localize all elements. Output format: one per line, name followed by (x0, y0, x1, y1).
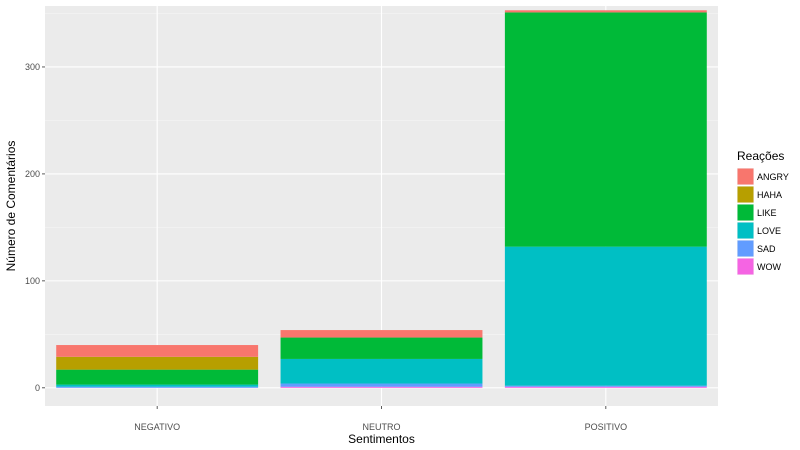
legend-key-wow (737, 258, 754, 275)
bar-segment-angry (56, 345, 259, 357)
legend-key-love (737, 222, 754, 239)
x-axis: NEGATIVO NEUTRO POSITIVO (134, 406, 627, 432)
y-tick-label: 0 (35, 383, 40, 393)
legend-key-angry (737, 168, 754, 185)
legend-key-like (737, 204, 754, 221)
legend-key-haha (737, 186, 754, 203)
bar-segment-love (56, 384, 259, 387)
y-tick-label: 300 (25, 62, 40, 72)
bar-segment-sad (504, 385, 707, 387)
y-tick-label: 100 (25, 276, 40, 286)
x-tick-label: NEUTRO (363, 422, 401, 432)
legend-label: WOW (757, 262, 781, 272)
legend-label: LIKE (757, 208, 777, 218)
y-axis-title: Número de Comentários (4, 141, 18, 272)
legend-label: LOVE (757, 226, 781, 236)
bar-segment-love (504, 246, 707, 386)
bar-segment-wow (504, 386, 707, 388)
bar-segment-like (280, 337, 483, 359)
bar-segment-like (504, 12, 707, 247)
legend-label: SAD (757, 244, 776, 254)
bar-segment-angry (280, 330, 483, 338)
bars (56, 10, 707, 388)
y-axis: 0 100 200 300 (25, 62, 45, 393)
legend: Reações ANGRY HAHA LIKE LOVE SAD WOW (737, 149, 789, 275)
bar-segment-sad (280, 383, 483, 387)
x-tick-label: POSITIVO (585, 422, 628, 432)
bar-segment-wow (280, 386, 483, 388)
y-tick-label: 200 (25, 169, 40, 179)
bar-segment-angry (504, 10, 707, 13)
legend-label: HAHA (757, 190, 782, 200)
bar-segment-like (56, 369, 259, 385)
x-axis-title: Sentimentos (348, 432, 415, 446)
bar-segment-sad (56, 386, 259, 388)
x-tick-label: NEGATIVO (134, 422, 180, 432)
legend-key-sad (737, 240, 754, 257)
bar-segment-haha (56, 356, 259, 370)
legend-title: Reações (737, 149, 784, 163)
bar-segment-love (280, 358, 483, 384)
legend-label: ANGRY (757, 172, 789, 182)
